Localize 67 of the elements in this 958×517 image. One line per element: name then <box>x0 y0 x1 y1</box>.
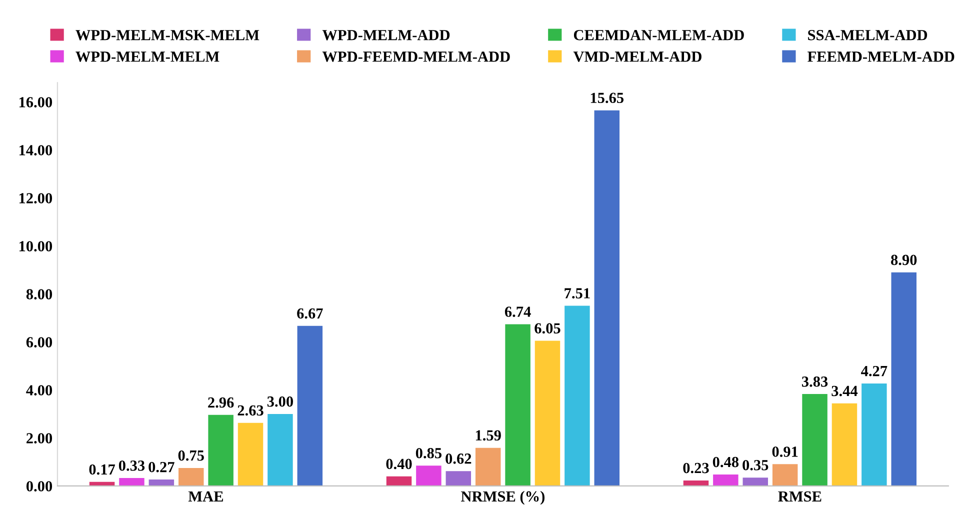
x-tick-label: NRMSE (%) <box>461 490 544 505</box>
bar <box>891 272 916 486</box>
data-label: 0.17 <box>89 464 116 475</box>
data-label: 15.65 <box>590 92 624 104</box>
data-label: 3.44 <box>832 386 858 396</box>
y-tick-label: 10.00 <box>19 241 52 252</box>
y-tick-label: 8.00 <box>26 289 52 300</box>
bar <box>178 468 204 486</box>
data-label: 2.63 <box>238 405 264 416</box>
data-label: 0.40 <box>386 458 412 470</box>
bar <box>742 478 768 486</box>
bar <box>505 324 530 486</box>
bar <box>564 306 590 486</box>
bar <box>802 394 828 486</box>
bar <box>862 383 887 486</box>
data-label: 7.51 <box>564 288 590 299</box>
data-label: 0.35 <box>742 460 768 470</box>
bar <box>534 340 560 486</box>
y-tick-label: 2.00 <box>26 433 52 444</box>
bar <box>683 480 709 486</box>
data-label: 6.67 <box>297 308 323 319</box>
data-label: 2.96 <box>208 397 234 408</box>
data-label: 8.90 <box>891 254 917 266</box>
legend-label: VMD-MELM-ADD <box>573 52 702 62</box>
bar <box>268 414 293 486</box>
y-tick-label: 0.00 <box>26 481 52 492</box>
data-label: 0.75 <box>178 450 204 461</box>
legend-label: WPD-FEEMD-MELM-ADD <box>322 52 510 62</box>
legend-label: SSA-MELM-ADD <box>808 30 928 40</box>
data-label: 1.59 <box>476 430 501 441</box>
data-label: 3.83 <box>802 376 828 387</box>
data-label: 0.85 <box>416 448 442 458</box>
bar <box>446 471 472 486</box>
bar <box>416 466 442 486</box>
data-label: 0.33 <box>118 460 145 471</box>
bar <box>297 326 323 486</box>
legend-label: WPD-MELM-MSK-MELM <box>76 30 260 40</box>
bar <box>386 476 412 486</box>
data-label: 0.91 <box>772 446 798 457</box>
data-label: 0.23 <box>683 462 709 474</box>
data-label: 3.00 <box>267 396 293 407</box>
legend-label: WPD-MELM-ADD <box>322 30 450 40</box>
bar <box>119 478 144 486</box>
y-tick-label: 14.00 <box>19 145 52 156</box>
y-tick-label: 16.00 <box>19 97 52 108</box>
legend-label: WPD-MELM-MELM <box>76 52 220 62</box>
data-label: 6.74 <box>504 306 531 317</box>
bar <box>772 464 798 486</box>
bar <box>832 403 858 486</box>
legend-label: FEEMD-MELM-ADD <box>808 52 954 62</box>
x-tick-label: MAE <box>188 491 224 502</box>
data-label: 4.27 <box>861 366 888 376</box>
data-label: 0.62 <box>446 454 472 464</box>
data-label: 0.48 <box>712 456 739 468</box>
y-tick-label: 12.00 <box>19 193 52 204</box>
bar <box>594 110 620 486</box>
x-tick-label: RMSE <box>778 491 822 502</box>
y-tick-label: 4.00 <box>26 385 52 396</box>
bar <box>713 474 738 486</box>
data-label: 0.27 <box>148 462 174 472</box>
legend-label: CEEMDAN-MLEM-ADD <box>574 30 744 40</box>
data-label: 6.05 <box>534 323 560 334</box>
bar <box>475 448 501 486</box>
y-tick-label: 6.00 <box>26 337 52 348</box>
bar <box>148 480 174 486</box>
bar <box>238 422 264 486</box>
bar <box>208 414 234 486</box>
